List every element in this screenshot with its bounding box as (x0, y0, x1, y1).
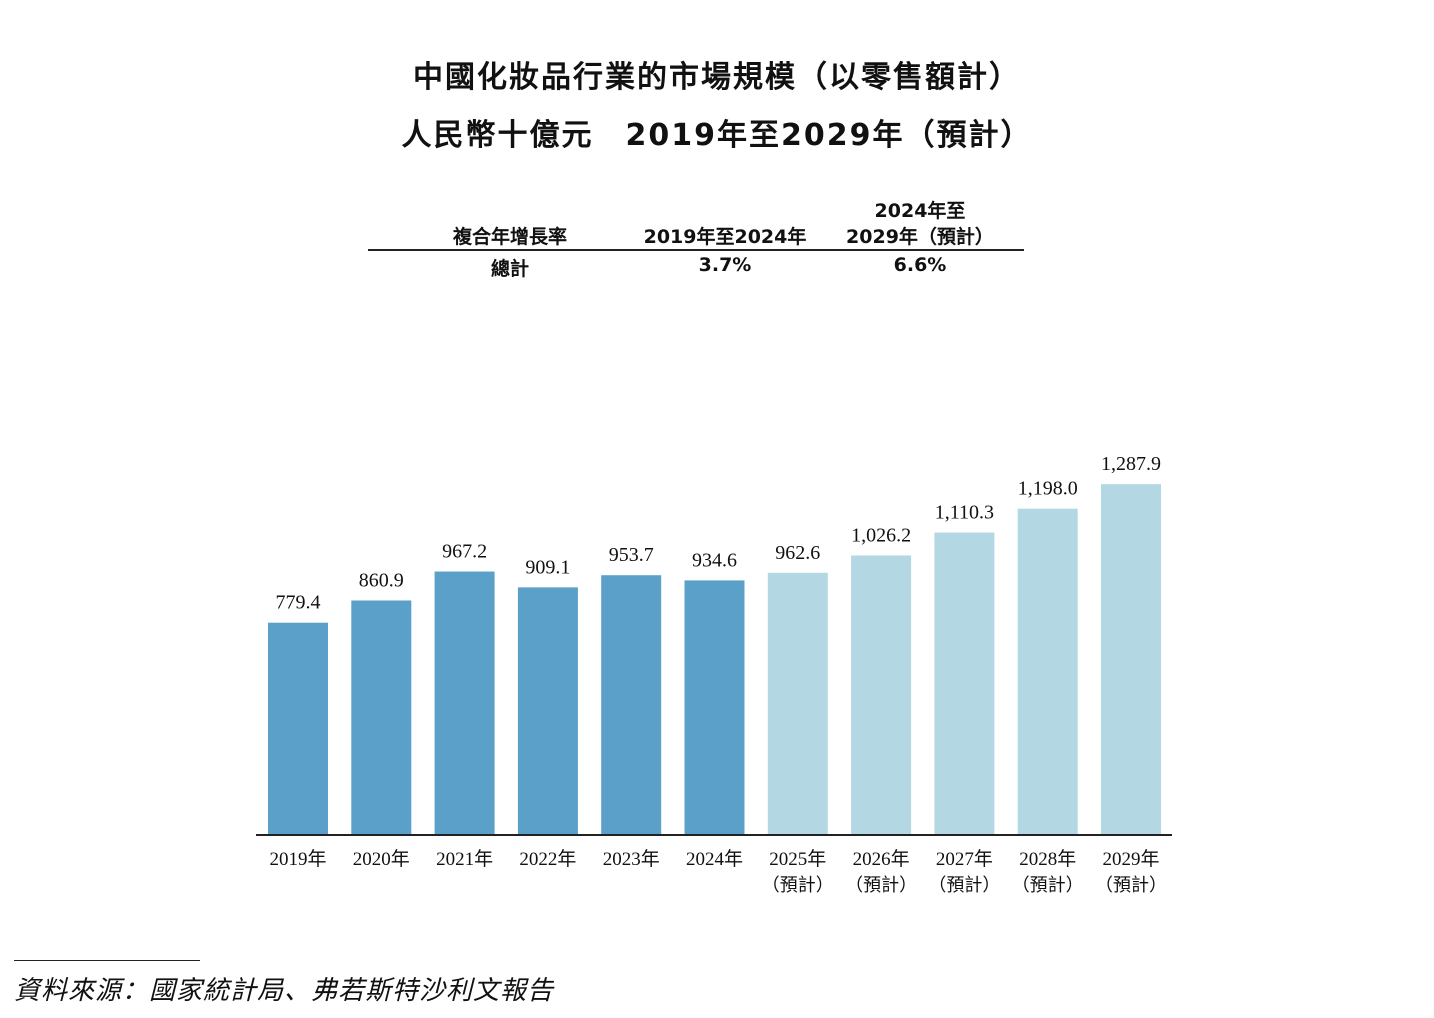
value-label-6: 962.6 (775, 542, 820, 564)
value-label-9: 1,198.0 (1018, 478, 1078, 500)
cagr-header-col2-line2: 2029年（預計） (846, 226, 994, 248)
value-label-5: 934.6 (692, 549, 737, 571)
bar-9 (1017, 508, 1078, 835)
category-label-8: 2027年 (936, 848, 993, 870)
bar-2 (434, 571, 495, 835)
bar-0 (268, 622, 328, 835)
cagr-header-label: 複合年增長率 (452, 226, 567, 248)
category-label-4: 2023年 (603, 848, 660, 870)
bar-3 (517, 587, 578, 835)
value-label-10: 1,287.9 (1101, 453, 1161, 475)
chart-title: 中國化妝品行業的市場規模（以零售額計） (413, 60, 1021, 95)
category-label-10: 2029年 (1102, 848, 1159, 870)
category-note-9: （預計） (1012, 875, 1084, 896)
cagr-row-col1: 3.7% (698, 254, 752, 276)
bar-7 (851, 555, 912, 835)
category-note-6: （預計） (762, 875, 834, 896)
bar-10 (1101, 484, 1161, 835)
value-label-2: 967.2 (442, 541, 487, 563)
value-label-4: 953.7 (609, 544, 654, 566)
cagr-row-col2: 6.6% (893, 254, 947, 276)
value-label-1: 860.9 (359, 569, 404, 591)
chart-subtitle: 人民幣十億元 2019年至2029年（預計） (401, 118, 1033, 153)
source-divider (14, 960, 200, 961)
category-note-10: （預計） (1095, 875, 1167, 896)
cagr-divider (368, 249, 1024, 251)
bar-4 (601, 575, 662, 835)
cagr-row-label: 總計 (490, 258, 529, 280)
value-label-8: 1,110.3 (935, 502, 994, 524)
category-label-3: 2022年 (519, 848, 576, 870)
cagr-header-col2-line1: 2024年至 (874, 200, 966, 222)
category-label-5: 2024年 (686, 848, 743, 870)
value-label-3: 909.1 (525, 556, 570, 578)
category-label-7: 2026年 (853, 848, 910, 870)
value-label-0: 779.4 (276, 592, 321, 614)
category-note-8: （預計） (928, 875, 1000, 896)
bar-6 (767, 572, 828, 835)
category-label-0: 2019年 (269, 848, 326, 870)
bar-1 (351, 600, 412, 835)
category-label-2: 2021年 (436, 848, 493, 870)
cagr-header-col1: 2019年至2024年 (643, 226, 807, 248)
source-note: 資料來源：國家統計局、弗若斯特沙利文報告 (14, 976, 555, 1006)
value-label-7: 1,026.2 (851, 524, 911, 546)
bar-5 (684, 580, 745, 835)
category-label-9: 2028年 (1019, 848, 1076, 870)
category-label-1: 2020年 (353, 848, 410, 870)
category-note-7: （預計） (845, 875, 917, 896)
category-label-6: 2025年 (769, 848, 826, 870)
bar-8 (934, 532, 995, 835)
